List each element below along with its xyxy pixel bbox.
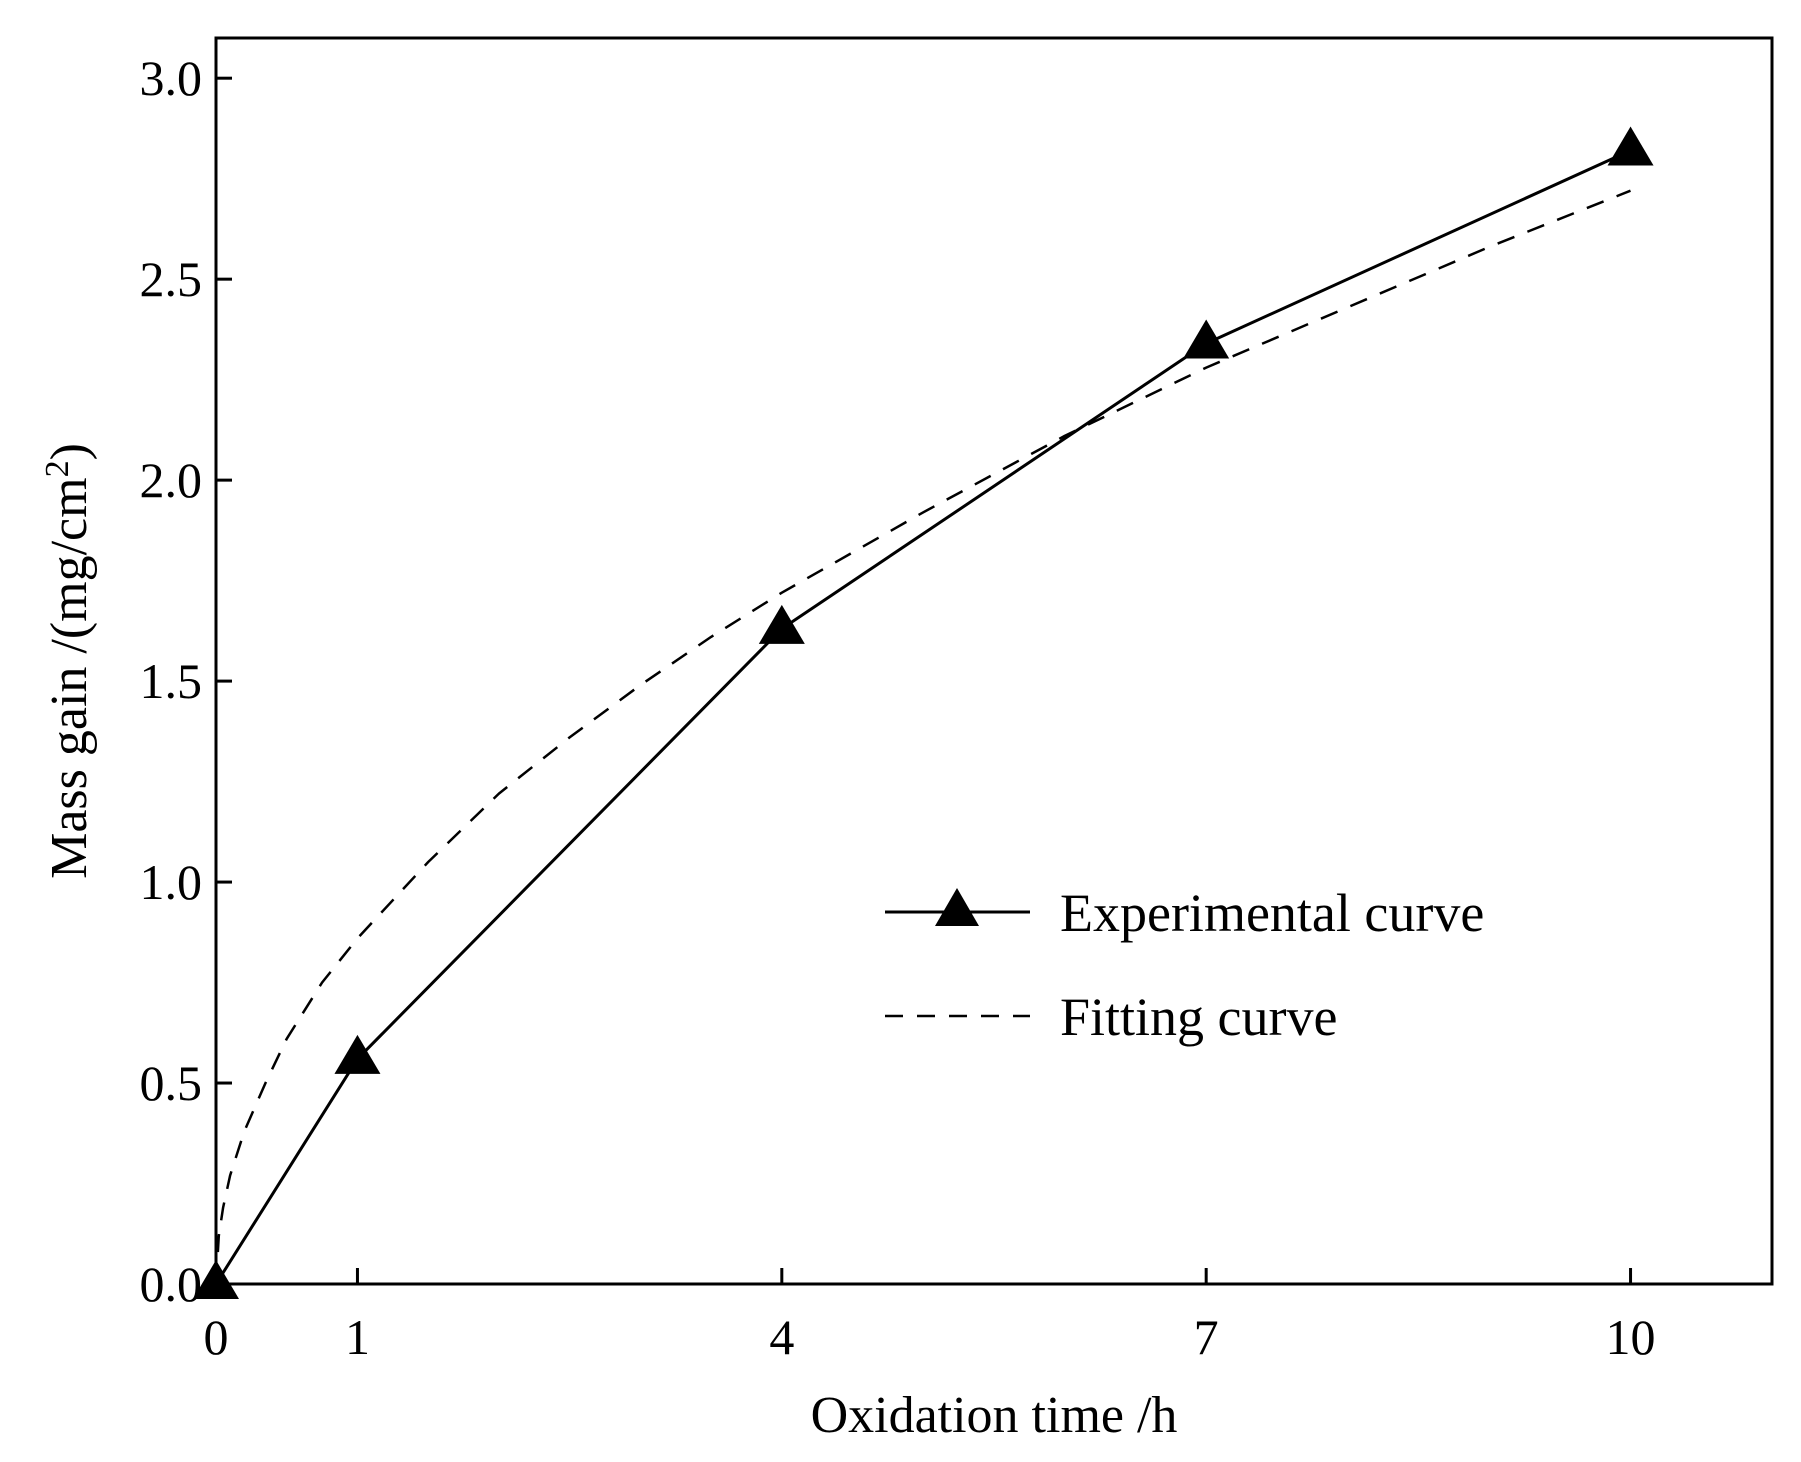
x-tick-label: 10	[1606, 1309, 1656, 1365]
y-axis-title-superscript: 2	[39, 460, 76, 477]
x-tick-label: 1	[345, 1309, 370, 1365]
y-axis-title-close: )	[41, 443, 98, 460]
y-tick-label: 3.0	[140, 50, 203, 106]
y-tick-label: 1.5	[140, 653, 203, 709]
y-axis-ticks: 0.0 0.5 1.0 1.5 2.0 2.5 3.0	[140, 50, 232, 1312]
x-tick-label: 0	[204, 1309, 229, 1365]
experimental-curve-line	[214, 149, 1632, 1285]
y-tick-label: 1.0	[140, 854, 203, 910]
x-tick-label: 7	[1194, 1309, 1219, 1365]
legend: Experimental curve Fitting curve	[885, 883, 1484, 1047]
fitting-curve-line	[214, 189, 1631, 1285]
x-tick-label: 4	[769, 1309, 794, 1365]
plot-frame	[214, 36, 1774, 1286]
legend-experimental-label: Experimental curve	[1060, 883, 1484, 943]
experimental-point-marker	[1183, 319, 1230, 359]
experimental-point-marker	[1607, 126, 1654, 166]
y-tick-label: 2.5	[140, 251, 203, 307]
y-tick-label: 0.0	[140, 1256, 203, 1312]
y-axis-title-main: Mass gain /(mg/cm	[41, 477, 98, 879]
y-axis-title: Mass gain /(mg/cm2)	[39, 443, 98, 879]
y-tick-label: 0.5	[140, 1055, 203, 1111]
experimental-point-marker	[758, 604, 805, 644]
series-layer	[193, 126, 1654, 1299]
x-axis-ticks: 0 1 4 7 10	[204, 1268, 1656, 1365]
legend-fitting-label: Fitting curve	[1060, 987, 1337, 1047]
y-tick-label: 2.0	[140, 452, 203, 508]
experimental-point-marker	[334, 1034, 381, 1074]
legend-experimental-marker	[935, 888, 979, 926]
x-axis-title: Oxidation time /h	[811, 1387, 1178, 1444]
